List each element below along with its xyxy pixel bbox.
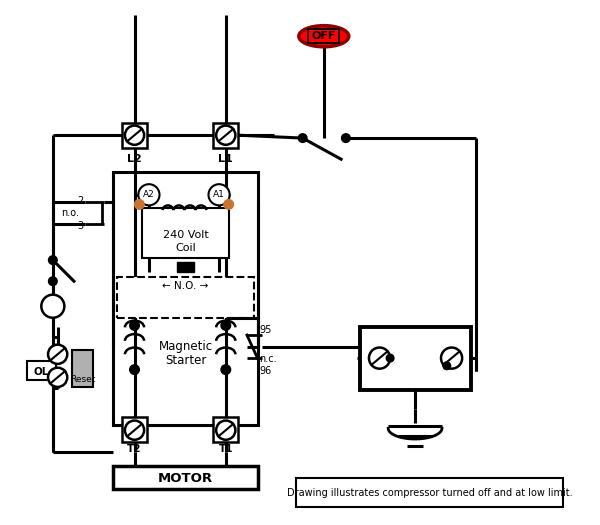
Bar (113, 172, 257, 425)
Bar (142, 208, 229, 258)
Circle shape (221, 365, 230, 374)
Text: T1: T1 (218, 444, 233, 454)
Circle shape (216, 125, 235, 145)
Bar (214, 417, 238, 442)
Text: 240 Volt: 240 Volt (163, 230, 208, 240)
Circle shape (139, 184, 160, 205)
Bar (296, 478, 563, 507)
Bar (177, 262, 194, 271)
Text: n.c.: n.c. (259, 354, 277, 364)
Circle shape (208, 184, 230, 205)
Text: OFF: OFF (311, 31, 336, 41)
Circle shape (125, 421, 144, 440)
Bar (361, 328, 471, 390)
Text: 96: 96 (259, 365, 272, 375)
Text: Drawing illustrates compressor turned off and at low limit.: Drawing illustrates compressor turned of… (287, 488, 572, 498)
Circle shape (216, 421, 235, 440)
Bar (122, 123, 147, 148)
Text: T2: T2 (127, 444, 142, 454)
Text: A2: A2 (143, 190, 155, 200)
Text: Starter: Starter (165, 353, 206, 366)
Text: ← N.O. →: ← N.O. → (162, 281, 209, 291)
Circle shape (443, 362, 451, 370)
Bar (122, 417, 147, 442)
Circle shape (224, 200, 233, 209)
Circle shape (386, 354, 394, 362)
Circle shape (130, 365, 139, 374)
Text: n.o.: n.o. (61, 208, 79, 218)
Bar (308, 29, 339, 43)
Circle shape (134, 200, 144, 209)
Bar (113, 466, 257, 489)
Text: OL: OL (34, 366, 49, 376)
Circle shape (49, 256, 57, 265)
Text: MOTOR: MOTOR (158, 471, 213, 485)
Text: 95: 95 (259, 326, 272, 335)
Circle shape (298, 134, 307, 142)
Ellipse shape (299, 26, 349, 47)
Text: A1: A1 (213, 190, 225, 200)
Text: 2: 2 (77, 195, 83, 205)
Text: Coil: Coil (175, 243, 196, 253)
Text: L1: L1 (218, 154, 233, 164)
Text: Magnetic: Magnetic (158, 340, 212, 353)
Bar (117, 277, 254, 318)
Bar (27, 361, 56, 380)
Circle shape (48, 344, 67, 364)
Circle shape (125, 125, 144, 145)
Circle shape (441, 348, 462, 369)
Bar (214, 123, 238, 148)
Circle shape (369, 348, 390, 369)
Circle shape (49, 277, 57, 286)
Circle shape (130, 321, 139, 330)
Circle shape (41, 295, 64, 318)
Circle shape (48, 368, 67, 387)
Circle shape (221, 321, 230, 330)
Text: 3: 3 (77, 222, 83, 232)
Bar (72, 350, 93, 387)
Text: Reset: Reset (70, 375, 95, 384)
Text: L2: L2 (127, 154, 142, 164)
Circle shape (341, 134, 350, 142)
